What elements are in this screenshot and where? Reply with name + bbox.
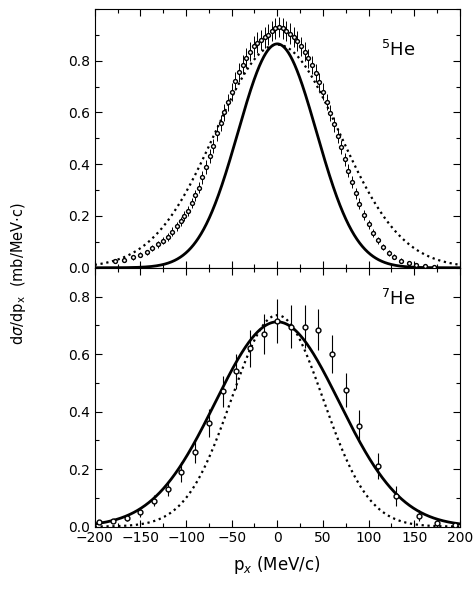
- X-axis label: p$_{x}$ (MeV/c): p$_{x}$ (MeV/c): [234, 554, 321, 576]
- Text: $^5$He: $^5$He: [381, 40, 415, 60]
- Text: $^7$He: $^7$He: [381, 289, 415, 309]
- Text: d$\sigma$/dp$_{\rm x}$  (mb/MeV$\cdot$c): d$\sigma$/dp$_{\rm x}$ (mb/MeV$\cdot$c): [9, 202, 28, 345]
